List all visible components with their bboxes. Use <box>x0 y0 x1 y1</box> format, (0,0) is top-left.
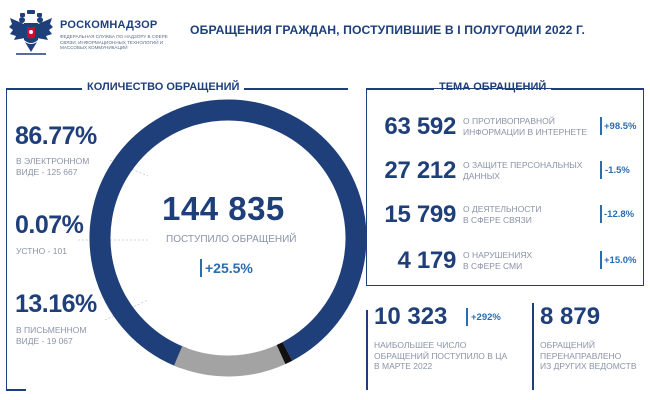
left-heading: КОЛИЧЕСТВО ОБРАЩЕНИЙ <box>82 81 245 93</box>
page-title: ОБРАЩЕНИЯ ГРАЖДАН, ПОСТУПИВШИЕ В I ПОЛУГ… <box>190 23 585 37</box>
redirected-label: ОБРАЩЕНИЙ ПЕРЕНАПРАВЛЕНО ИЗ ДРУГИХ ВЕДОМ… <box>540 340 637 371</box>
topic-value-illegal-info: 63 592 <box>384 113 456 140</box>
topic-change-illegal-info: +98.5% <box>604 121 637 132</box>
topic-change-communications: -12.8% <box>604 209 635 220</box>
topic-divider-4 <box>600 251 602 269</box>
left-frame-bottom <box>6 389 26 391</box>
topic-desc-media: О НАРУШЕНИЯХ В СФЕРЕ СМИ <box>463 250 533 271</box>
total-label: ПОСТУПИЛО ОБРАЩЕНИЙ <box>166 234 297 245</box>
topic-desc-illegal-info: О ПРОТИВОПРАВНОЙ ИНФОРМАЦИИ В ИНТЕРНЕТЕ <box>463 116 587 137</box>
donut-slice-oral <box>276 342 293 365</box>
redirected-value: 8 879 <box>540 303 601 330</box>
electronic-percent: 86.77% <box>15 122 97 150</box>
donut-slice-electronic <box>89 99 367 369</box>
oral-label: УСТНО - 101 <box>16 246 67 256</box>
topic-divider-2 <box>600 161 602 179</box>
electronic-label: В ЭЛЕКТРОННОМ ВИДЕ - 125 667 <box>16 156 90 177</box>
oral-percent: 0.07% <box>15 211 84 239</box>
right-heading: ТЕМА ОБРАЩЕНИЙ <box>434 81 552 93</box>
redirected-frame-line <box>532 303 534 390</box>
written-label: В ПИСЬМЕННОМ ВИДЕ - 19 067 <box>16 325 87 346</box>
topic-value-personal-data: 27 212 <box>384 157 456 184</box>
march-value: 10 323 <box>374 303 448 330</box>
org-name: РОСКОМНАДЗОР <box>60 19 158 31</box>
growth-divider <box>200 259 202 277</box>
march-label: НАИБОЛЬШЕЕ ЧИСЛО ОБРАЩЕНИЙ ПОСТУПИЛО В Ц… <box>374 340 508 371</box>
written-percent: 13.16% <box>15 290 97 318</box>
topic-desc-personal-data: О ЗАЩИТЕ ПЕРСОНАЛЬНЫХ ДАННЫХ <box>463 160 583 181</box>
total-growth: +25.5% <box>205 260 253 276</box>
topic-change-media: +15.0% <box>604 255 637 266</box>
topic-divider-3 <box>600 205 602 223</box>
march-change: +292% <box>471 312 501 323</box>
topic-value-media: 4 179 <box>397 247 456 274</box>
topic-desc-communications: О ДЕЯТЕЛЬНОСТИ В СФЕРЕ СВЯЗИ <box>463 204 542 225</box>
org-subtitle: ФЕДЕРАЛЬНАЯ СЛУЖБА ПО НАДЗОРУ В СФЕРЕ СВ… <box>60 34 168 51</box>
total-count: 144 835 <box>162 190 285 227</box>
topic-divider-1 <box>600 117 602 135</box>
topic-change-personal-data: -1.5% <box>605 165 630 176</box>
topics-box <box>366 88 644 286</box>
double-headed-eagle-icon <box>8 8 54 60</box>
march-frame-line <box>366 310 368 390</box>
march-divider <box>466 308 468 326</box>
topic-value-communications: 15 799 <box>384 201 456 228</box>
donut-slice-written <box>174 344 286 377</box>
